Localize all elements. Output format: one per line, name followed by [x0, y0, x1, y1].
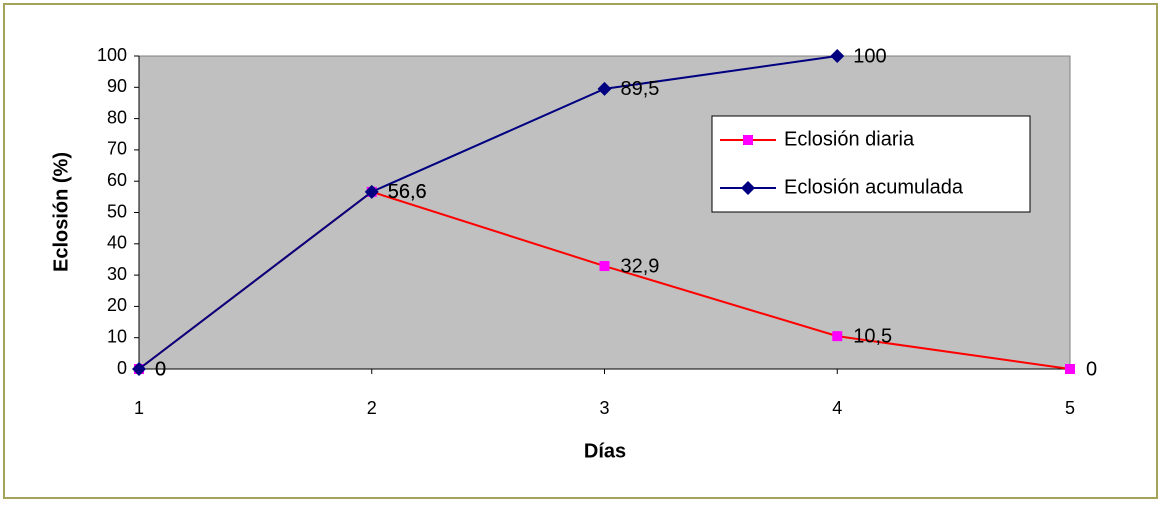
value-label: 89,5 [621, 78, 660, 100]
x-axis-title: Días [584, 440, 626, 462]
y-axis-title: Eclosión (%) [50, 152, 72, 272]
y-tick-label: 90 [107, 76, 127, 96]
x-tick-label: 1 [134, 398, 144, 418]
x-tick-label: 4 [832, 398, 842, 418]
y-tick-label: 30 [107, 264, 127, 284]
y-tick-label: 100 [97, 45, 127, 65]
y-tick-label: 60 [107, 170, 127, 190]
x-tick-label: 2 [367, 398, 377, 418]
legend-box [711, 115, 1031, 213]
y-tick-label: 40 [107, 233, 127, 253]
legend-marker [743, 135, 753, 145]
value-label: 0 [1086, 358, 1097, 380]
value-label: 10,5 [853, 325, 892, 347]
y-tick-label: 10 [107, 326, 127, 346]
legend-label: Eclosión acumulada [784, 176, 964, 198]
value-label: 32,9 [621, 255, 660, 277]
marker [132, 362, 146, 376]
value-label: 100 [853, 45, 886, 67]
value-label: 0 [155, 358, 166, 380]
y-tick-label: 20 [107, 295, 127, 315]
marker [599, 261, 610, 272]
legend-marker [741, 181, 755, 195]
x-tick-label: 3 [599, 398, 609, 418]
marker [364, 184, 379, 199]
legend-label: Eclosión diaria [784, 128, 915, 150]
marker [830, 49, 845, 63]
y-tick-label: 80 [107, 107, 127, 127]
marker [832, 331, 843, 342]
y-tick-label: 0 [117, 358, 127, 378]
series-line [138, 55, 838, 370]
marker [1065, 364, 1075, 374]
y-tick-label: 50 [107, 201, 127, 221]
marker [597, 81, 612, 96]
value-label: 56,6 [388, 181, 427, 203]
value-label: 56,6 [388, 181, 427, 203]
value-label: 0 [155, 358, 166, 380]
x-tick-label: 5 [1065, 398, 1075, 418]
y-tick-label: 70 [107, 139, 127, 159]
